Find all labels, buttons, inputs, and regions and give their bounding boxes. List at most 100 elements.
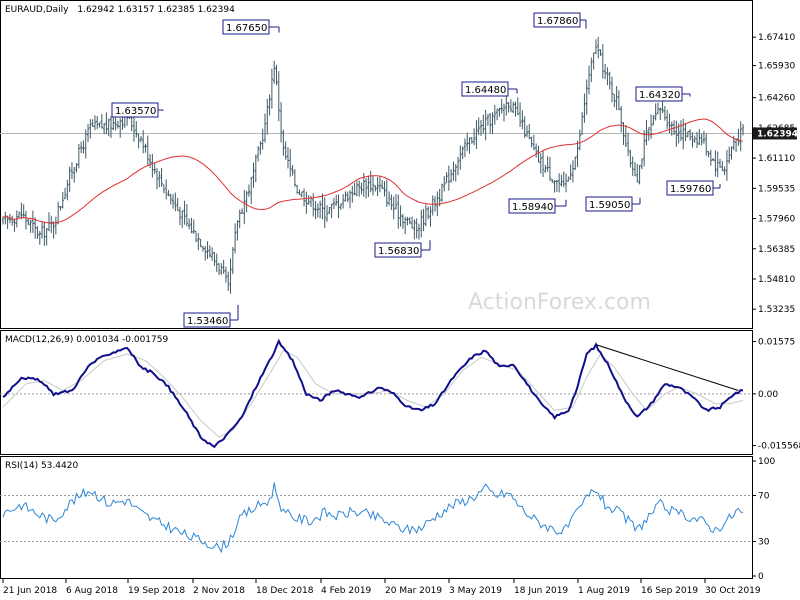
price-bar xyxy=(557,173,561,193)
price-bar xyxy=(537,145,540,163)
price-bar xyxy=(66,179,69,201)
price-panel-title: EURAUD,Daily 1.62942 1.63157 1.62385 1.6… xyxy=(5,5,235,15)
price-bar xyxy=(178,206,182,226)
price-bar xyxy=(245,191,248,213)
price-bar xyxy=(642,130,646,167)
price-bar xyxy=(47,212,51,232)
price-bar xyxy=(638,164,641,185)
macd-axis: 0.01575 0.00 -0.015568 xyxy=(752,337,800,452)
price-bar xyxy=(555,179,559,192)
price-bar xyxy=(392,196,395,220)
price-bar xyxy=(371,175,375,196)
price-bar xyxy=(387,191,391,206)
price-bar xyxy=(725,150,729,181)
price-bar xyxy=(335,194,338,206)
price-bar xyxy=(633,161,637,177)
price-callout: 1.64320 xyxy=(635,86,691,102)
price-bar xyxy=(656,102,660,115)
price-bar xyxy=(45,227,48,246)
price-symbol: EURAUD,Daily xyxy=(5,5,69,15)
price-bar xyxy=(688,129,692,141)
price-bar xyxy=(330,203,333,219)
price-bar xyxy=(286,147,290,169)
price-bar xyxy=(569,164,572,180)
price-bar xyxy=(27,218,30,226)
price-bar xyxy=(606,67,609,86)
price-bar xyxy=(295,184,299,194)
price-bar xyxy=(624,125,627,147)
price-bar xyxy=(516,97,519,116)
price-bar xyxy=(364,178,368,199)
price-bar xyxy=(721,160,724,172)
price-bar xyxy=(376,177,379,197)
x-tick-label: 18 Jun 2019 xyxy=(514,586,568,596)
price-bar xyxy=(431,195,434,216)
price-bar xyxy=(528,123,531,140)
price-bar xyxy=(231,246,235,275)
macd-trendline xyxy=(595,344,739,391)
price-bar xyxy=(530,136,533,148)
price-bar xyxy=(521,110,524,130)
price-bar xyxy=(679,120,683,141)
price-bar xyxy=(185,204,189,227)
price-bar xyxy=(348,190,352,209)
price-bar xyxy=(576,140,579,168)
price-bar xyxy=(236,220,239,241)
price-bar xyxy=(158,171,161,188)
price-bar xyxy=(546,156,549,172)
price-bar xyxy=(718,158,722,168)
price-bar xyxy=(619,106,623,133)
price-bar xyxy=(502,103,506,122)
price-bar xyxy=(479,120,483,136)
macd-panel-frame xyxy=(0,330,753,455)
price-bar xyxy=(443,176,446,192)
callout-label: 1.53460 xyxy=(187,316,228,327)
price-bar xyxy=(394,194,398,210)
price-bar xyxy=(422,208,425,232)
macd-signal-line xyxy=(2,349,744,438)
watermark: ActionForex.com xyxy=(468,290,651,315)
price-bar xyxy=(240,208,244,214)
price-bar xyxy=(571,160,575,183)
price-bar xyxy=(378,176,382,193)
price-bar xyxy=(176,197,179,211)
price-bar xyxy=(698,128,701,145)
price-bar xyxy=(640,158,644,170)
price-bar xyxy=(75,163,78,173)
price-bar xyxy=(201,246,205,252)
price-bar xyxy=(213,251,216,266)
price-bar xyxy=(629,149,632,168)
price-bar xyxy=(261,128,264,150)
price-tick-label: 1.56385 xyxy=(758,245,795,255)
price-bar xyxy=(82,140,85,154)
price-bar xyxy=(162,184,166,194)
x-tick-label: 6 Aug 2018 xyxy=(66,586,118,596)
price-bar xyxy=(164,179,168,200)
price-bar xyxy=(663,106,667,121)
price-bar xyxy=(229,258,232,294)
price-bar xyxy=(723,166,726,176)
price-callout: 1.67650 xyxy=(222,19,280,35)
price-bar xyxy=(86,123,90,143)
price-bar xyxy=(397,194,400,229)
price-bar xyxy=(220,263,223,275)
price-bar xyxy=(316,203,320,218)
price-tick-label: 1.54810 xyxy=(758,275,795,285)
price-bar xyxy=(525,125,529,138)
price-bar xyxy=(89,119,92,139)
price-bar xyxy=(597,36,600,59)
price-bar xyxy=(489,113,492,134)
x-tick-label: 21 Jun 2018 xyxy=(3,586,57,596)
price-bar xyxy=(684,122,687,142)
price-bar xyxy=(594,39,598,55)
price-ohlc: 1.62942 1.63157 1.62385 1.62394 xyxy=(77,5,235,15)
price-bar xyxy=(374,185,377,192)
price-bar xyxy=(523,116,526,138)
price-bar xyxy=(544,164,547,173)
price-bar xyxy=(415,218,418,239)
price-bar xyxy=(4,211,7,225)
price-bar xyxy=(190,217,193,234)
price-bar xyxy=(617,90,621,111)
price-bar xyxy=(187,218,191,230)
price-bar xyxy=(217,263,221,275)
